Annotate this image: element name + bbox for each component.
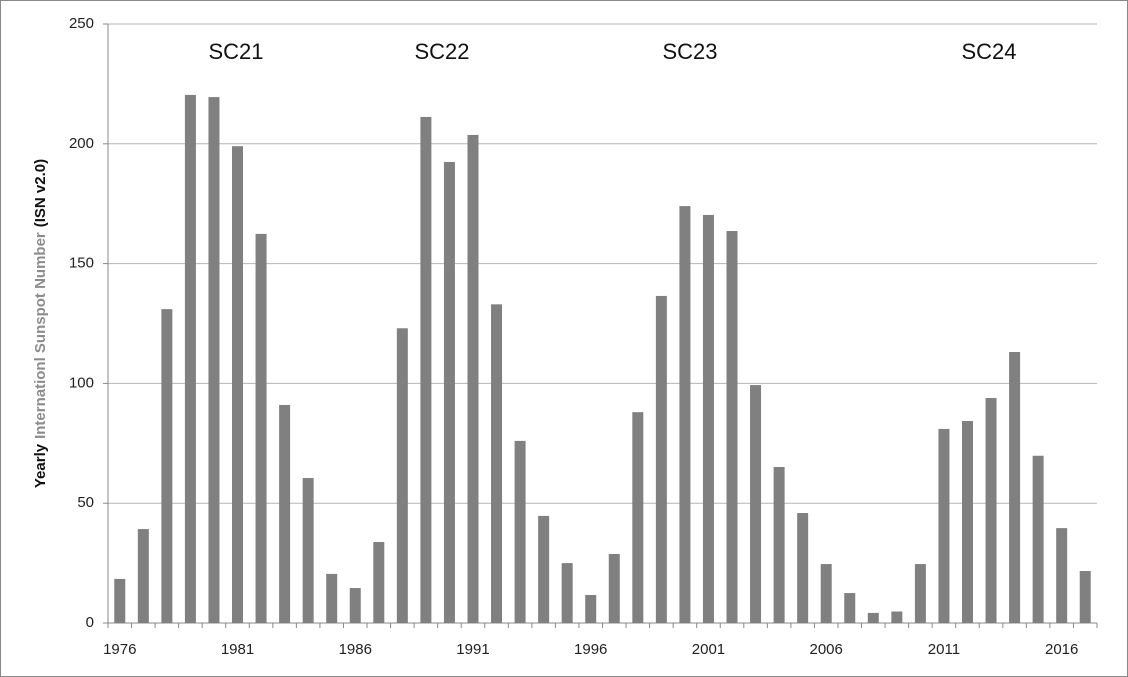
bar [114,578,126,623]
bar [161,309,173,623]
bar [1032,455,1044,623]
bar [491,304,503,623]
bar [373,542,385,623]
y-axis-title-part: Internationl Sunspot Number [32,232,49,439]
bar [961,421,973,623]
y-axis-title-part: Yearly [32,443,49,488]
bar [985,398,997,623]
y-axis-title: Yearly Internationl Sunspot Number (ISN v2… [32,159,49,488]
bar [232,146,244,624]
bar [585,594,597,623]
bar [514,440,526,623]
y-tick-label: 150 [69,255,94,272]
bar [750,385,762,623]
bar [302,478,314,623]
bar [632,412,644,623]
bar [420,116,432,624]
bar [1079,571,1091,623]
bar [867,612,879,623]
bar [820,564,832,623]
bar [891,611,903,623]
bar [208,97,220,623]
bar [797,513,809,623]
x-tick-label: 1976 [103,641,136,658]
bar [279,404,291,623]
bar [561,563,573,623]
bar [255,233,267,624]
annotation: SC21 [208,39,263,64]
x-tick-label: 2011 [928,641,960,658]
bar [655,295,667,623]
x-tick-label: 1991 [456,641,489,658]
annotation: SC22 [414,39,469,64]
bar [702,214,714,624]
bar [137,529,149,623]
bar [443,162,455,624]
bar [679,206,691,623]
y-tick-label: 200 [69,135,94,152]
x-tick-label: 1986 [339,641,372,658]
bar [1056,528,1068,623]
x-tick-label: 2001 [692,641,725,658]
annotation: SC23 [662,39,717,64]
y-axis-title-part: (ISN v2.0) [32,159,49,227]
bar [538,515,550,623]
bar [773,467,785,623]
bar [608,553,620,623]
bar [938,428,950,623]
bar [396,328,408,623]
y-tick-label: 50 [77,494,94,511]
bar [467,134,479,623]
bar [326,573,338,623]
y-tick-label: 100 [69,374,94,391]
bar [726,231,738,623]
x-tick-label: 1996 [574,641,607,658]
x-tick-label: 1981 [221,641,254,658]
bar [1009,352,1021,623]
bar [349,588,361,623]
bar [184,94,196,623]
y-tick-label: 250 [69,15,94,32]
bar [844,593,856,623]
annotation: SC24 [961,39,1016,64]
x-tick-label: 2016 [1045,641,1078,658]
bar [914,564,926,623]
x-tick-label: 2006 [810,641,843,658]
y-tick-label: 0 [86,614,94,631]
